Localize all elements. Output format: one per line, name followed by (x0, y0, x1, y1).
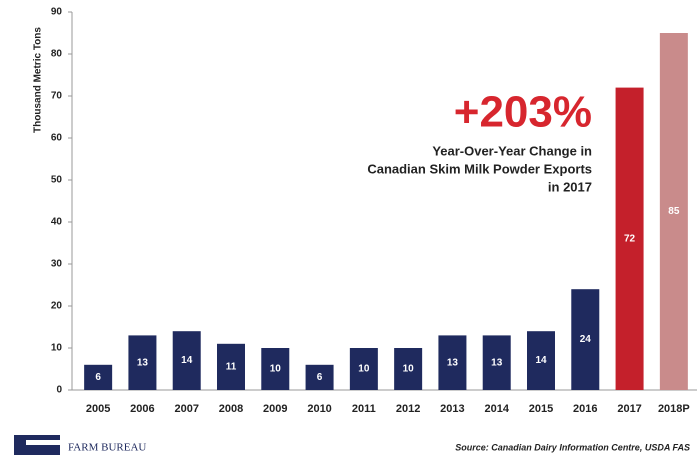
y-tick-label: 80 (51, 49, 63, 60)
y-tick-label: 90 (51, 7, 63, 18)
bar (172, 331, 201, 390)
bar (438, 335, 467, 390)
value-label: 85 (668, 206, 680, 217)
note-line: Year-Over-Year Change in (432, 143, 592, 158)
value-label: 14 (535, 355, 547, 366)
bar (482, 335, 511, 390)
value-label: 13 (491, 357, 503, 368)
x-tick-label: 2009 (263, 403, 287, 415)
bar (305, 364, 334, 390)
note-line: in 2017 (548, 179, 592, 194)
x-tick-label: 2012 (396, 403, 420, 415)
source: Source: Canadian Dairy Information Centr… (455, 442, 690, 452)
bar (217, 343, 245, 390)
x-tick-label: 2008 (219, 403, 243, 415)
y-tick-label: 10 (51, 343, 63, 354)
logo-text: FARM BUREAU (68, 442, 146, 454)
x-tick-label: 2014 (484, 403, 509, 415)
value-label: 10 (270, 364, 282, 375)
bar (527, 331, 555, 390)
y-tick-label: 0 (56, 385, 62, 396)
x-tick-label: 2006 (130, 403, 154, 415)
x-tick-label: 2010 (307, 403, 331, 415)
bar (571, 289, 600, 390)
bar (84, 364, 113, 390)
x-tick-label: 2016 (573, 403, 597, 415)
value-label: 13 (137, 357, 149, 368)
value-label: 11 (226, 362, 237, 373)
x-tick-label: 2015 (529, 403, 553, 415)
x-tick-label: 2013 (440, 403, 464, 415)
value-label: 6 (317, 372, 323, 383)
value-label: 14 (181, 355, 193, 366)
logo-mark (26, 440, 60, 445)
x-tick-label: 2018P (658, 403, 690, 415)
bar (615, 87, 644, 390)
value-label: 24 (580, 334, 592, 345)
y-tick-label: 50 (51, 175, 63, 186)
headline: +203% (454, 88, 592, 137)
x-tick-label: 2005 (86, 403, 110, 415)
note-line: Canadian Skim Milk Powder Exports (367, 161, 592, 176)
value-label: 10 (403, 364, 415, 375)
bar (659, 33, 688, 390)
value-label: 6 (95, 372, 101, 383)
value-label: 13 (447, 357, 459, 368)
y-tick-label: 30 (51, 259, 63, 270)
x-tick-label: 2017 (617, 403, 641, 415)
y-tick-label: 40 (51, 217, 63, 228)
bar (349, 348, 378, 390)
bar (261, 348, 290, 390)
y-tick-label: 20 (51, 301, 63, 312)
x-tick-label: 2011 (352, 403, 376, 415)
value-label: 72 (624, 233, 636, 244)
bar (128, 335, 157, 390)
y-tick-label: 60 (51, 133, 63, 144)
value-label: 10 (358, 364, 370, 375)
y-axis-label: Thousand Metric Tons (33, 27, 44, 133)
x-tick-label: 2007 (174, 403, 198, 415)
y-tick-label: 70 (51, 91, 63, 102)
bar (394, 348, 423, 390)
